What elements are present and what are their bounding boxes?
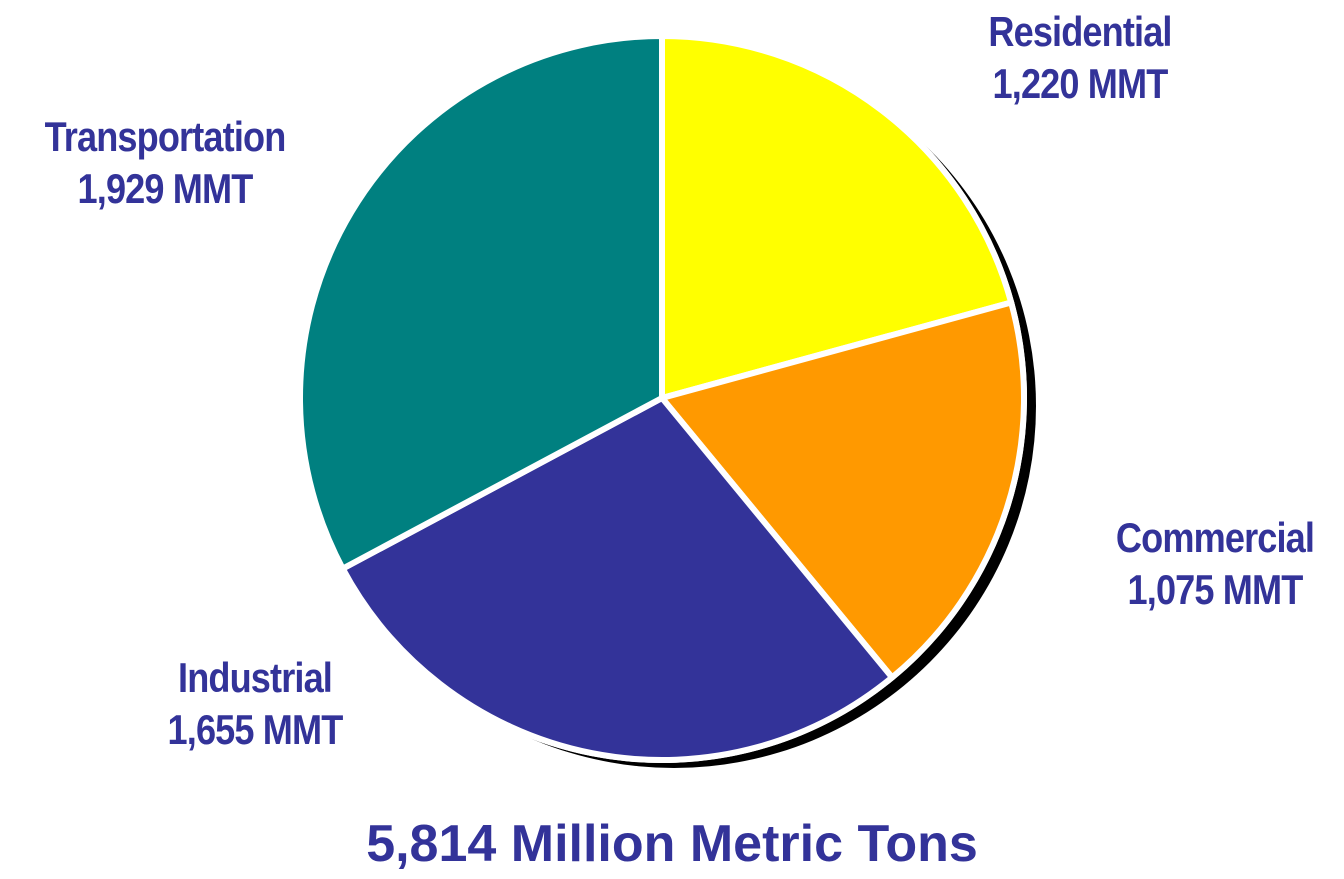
label-transportation-value: 1,929 MMT: [77, 165, 254, 212]
chart-total-title: 5,814 Million Metric Tons: [366, 815, 978, 873]
pie-slice-residential: [659, 33, 1015, 401]
label-commercial: Commercial 1,075 MMT: [1090, 512, 1339, 616]
pie-slice-transportation: [297, 33, 665, 572]
pie-slice-commercial: [659, 299, 1027, 681]
label-residential: Residential 1,220 MMT: [951, 6, 1209, 110]
label-commercial-value: 1,075 MMT: [1127, 566, 1304, 613]
label-residential-name: Residential: [988, 8, 1172, 55]
label-transportation: Transportation 1,929 MMT: [23, 111, 307, 215]
pie-slice-industrial: [339, 395, 896, 763]
pie-slices: [297, 33, 1027, 763]
label-commercial-name: Commercial: [1115, 514, 1315, 561]
label-residential-value: 1,220 MMT: [992, 60, 1169, 107]
label-industrial: Industrial 1,655 MMT: [130, 652, 379, 756]
label-industrial-value: 1,655 MMT: [167, 706, 344, 753]
label-industrial-name: Industrial: [178, 654, 333, 701]
label-transportation-name: Transportation: [44, 113, 287, 160]
